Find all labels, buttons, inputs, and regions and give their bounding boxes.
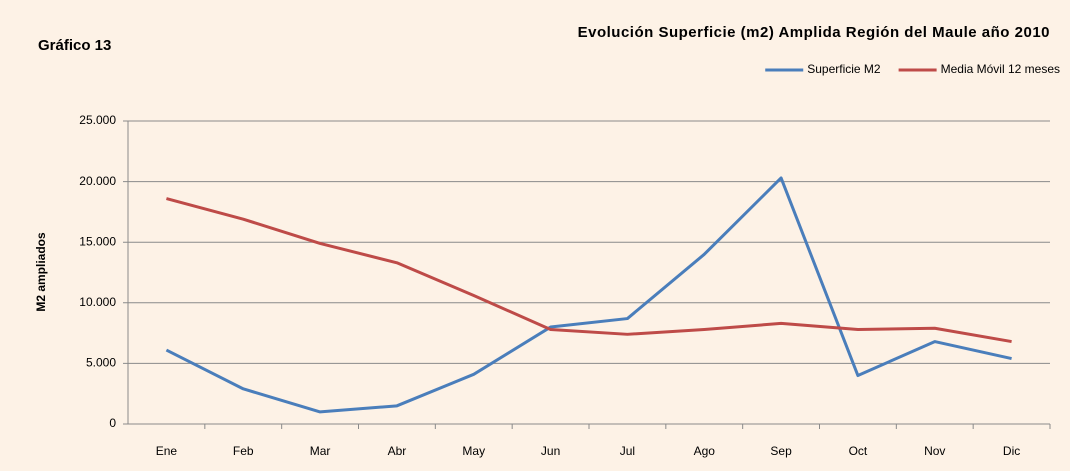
- x-tick-label: Feb: [233, 444, 254, 458]
- chart-label: Gráfico 13: [38, 37, 111, 54]
- legend-label: Media Móvil 12 meses: [941, 62, 1060, 76]
- y-tick-label: 0: [109, 416, 116, 430]
- x-tick-label: Oct: [849, 444, 868, 458]
- x-tick-label: Abr: [388, 444, 407, 458]
- x-tick-label: Ago: [694, 444, 716, 458]
- y-tick-label: 20.000: [79, 174, 116, 188]
- x-tick-label: Jun: [541, 444, 560, 458]
- y-tick-label: 10.000: [79, 295, 116, 309]
- chart-title: Evolución Superficie (m2) Amplida Región…: [578, 24, 1050, 41]
- x-tick-label: Sep: [770, 444, 792, 458]
- series-line: [165, 176, 1012, 414]
- y-tick-label: 15.000: [79, 234, 116, 248]
- y-tick-label: 5.000: [86, 356, 116, 370]
- legend-label: Superficie M2: [807, 62, 881, 76]
- series-line: [166, 197, 1012, 344]
- x-tick-label: Jul: [620, 444, 635, 458]
- y-axis-label: M2 ampliados: [34, 232, 48, 312]
- x-tick-label: May: [462, 444, 485, 458]
- y-tick-label: 25.000: [79, 113, 116, 127]
- x-tick-label: Dic: [1003, 444, 1020, 458]
- x-tick-label: Nov: [924, 444, 945, 458]
- x-tick-label: Ene: [156, 444, 178, 458]
- x-tick-label: Mar: [310, 444, 331, 458]
